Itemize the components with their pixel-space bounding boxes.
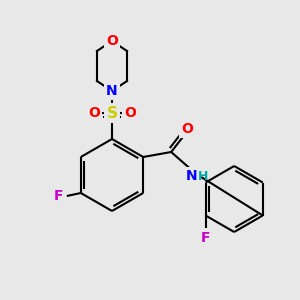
Text: H: H [198,170,208,184]
Text: O: O [181,122,193,136]
Text: S: S [106,106,118,121]
Text: O: O [106,34,118,48]
Text: O: O [124,106,136,120]
Text: F: F [54,189,64,203]
Text: O: O [88,106,100,120]
Text: F: F [201,230,210,244]
Text: N: N [106,84,118,98]
Text: N: N [185,169,197,183]
